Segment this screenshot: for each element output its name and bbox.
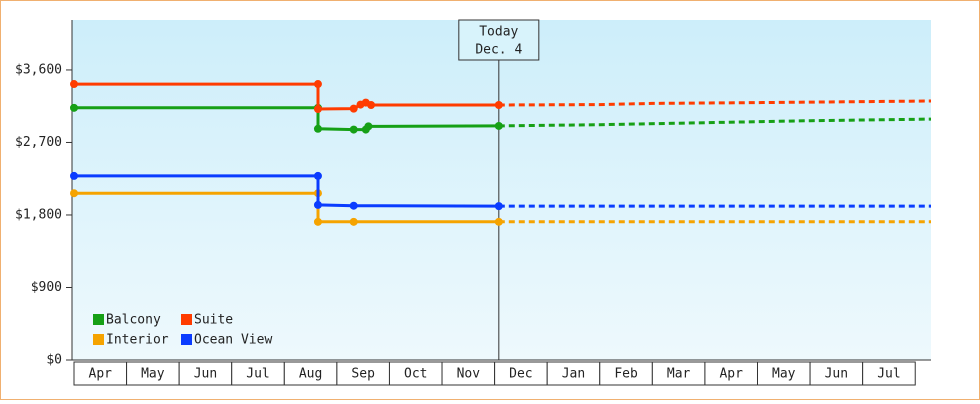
plot-area bbox=[72, 20, 931, 360]
x-tick-label: Jul bbox=[246, 367, 269, 382]
x-tick-label: May bbox=[772, 367, 796, 382]
x-tick-label: Nov bbox=[457, 367, 481, 382]
price-point bbox=[313, 217, 322, 226]
price-point bbox=[349, 217, 358, 226]
x-tick-label: Apr bbox=[719, 367, 743, 382]
price-point bbox=[494, 101, 503, 109]
price-point bbox=[70, 80, 78, 89]
month-box bbox=[862, 361, 916, 386]
x-tick-label: Oct bbox=[404, 367, 427, 382]
price-point bbox=[313, 200, 322, 209]
legend-swatch bbox=[93, 334, 104, 345]
legend-label: Balcony bbox=[106, 313, 161, 328]
price-point bbox=[313, 80, 322, 89]
x-tick-label: Mar bbox=[667, 367, 691, 382]
price-point bbox=[349, 104, 358, 113]
legend-swatch bbox=[181, 334, 192, 345]
legend-label: Ocean View bbox=[194, 333, 272, 348]
price-point bbox=[367, 101, 376, 109]
price-point bbox=[494, 217, 503, 226]
forecast-line bbox=[498, 117, 932, 128]
legend-swatch bbox=[93, 314, 104, 325]
price-point bbox=[70, 171, 78, 180]
legend-label: Suite bbox=[194, 313, 233, 328]
x-tick-label: Feb bbox=[614, 367, 638, 382]
x-tick-label: Sep bbox=[351, 367, 375, 382]
price-point bbox=[349, 125, 358, 134]
price-point bbox=[494, 202, 503, 211]
legend-label: Interior bbox=[106, 333, 169, 348]
y-tick-label: $3,600 bbox=[15, 62, 62, 77]
price-point bbox=[349, 201, 358, 210]
price-point bbox=[313, 171, 322, 180]
price-point bbox=[70, 189, 78, 198]
x-tick-label: Aug bbox=[299, 367, 322, 382]
x-tick-label: May bbox=[141, 367, 165, 382]
x-tick-label: Jun bbox=[194, 367, 217, 382]
today-label: Dec. 4 bbox=[475, 43, 522, 58]
x-tick-label: Jun bbox=[825, 367, 848, 382]
x-tick-label: Dec bbox=[509, 367, 532, 382]
x-tick-label: Apr bbox=[89, 367, 113, 382]
y-tick-label: $900 bbox=[31, 280, 62, 295]
today-box bbox=[458, 19, 540, 61]
x-tick-label: Jul bbox=[877, 367, 900, 382]
y-tick-label: $0 bbox=[46, 353, 62, 368]
price-point bbox=[494, 121, 503, 130]
x-tick-label: Jan bbox=[562, 367, 585, 382]
forecast-line bbox=[498, 99, 932, 107]
y-tick-label: $1,800 bbox=[15, 207, 62, 222]
legend-swatch bbox=[181, 314, 192, 325]
y-tick-label: $2,700 bbox=[15, 135, 62, 150]
price-point bbox=[313, 124, 322, 133]
price-point bbox=[313, 105, 322, 114]
today-label: Today bbox=[479, 25, 518, 40]
price-point bbox=[364, 122, 373, 131]
price-point bbox=[70, 103, 78, 112]
